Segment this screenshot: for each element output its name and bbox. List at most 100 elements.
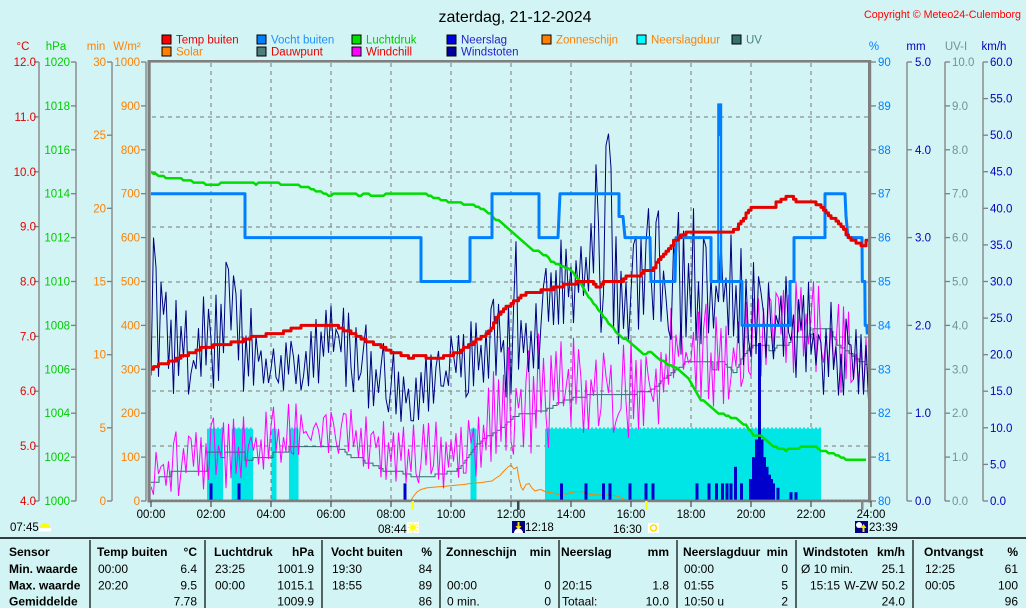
svg-text:1001.9: 1001.9 <box>277 562 314 576</box>
svg-text:86: 86 <box>878 233 891 245</box>
svg-text:W-ZW: W-ZW <box>844 579 878 593</box>
svg-text:89: 89 <box>419 579 433 593</box>
svg-text:84: 84 <box>419 562 433 576</box>
svg-text:15.0: 15.0 <box>990 386 1012 398</box>
svg-text:Gemiddelde: Gemiddelde <box>9 595 78 608</box>
svg-text:84: 84 <box>878 320 891 332</box>
svg-text:88: 88 <box>878 145 891 157</box>
svg-text:50.0: 50.0 <box>990 130 1012 142</box>
svg-text:10:00: 10:00 <box>437 509 466 521</box>
svg-text:10.0: 10.0 <box>14 167 36 179</box>
svg-text:1002: 1002 <box>44 452 70 464</box>
svg-text:12:25: 12:25 <box>925 562 955 576</box>
svg-text:9.0: 9.0 <box>952 101 968 113</box>
svg-text:35.0: 35.0 <box>990 240 1012 252</box>
svg-text:0: 0 <box>781 562 788 576</box>
svg-text:87: 87 <box>878 189 891 201</box>
svg-text:9.5: 9.5 <box>180 579 197 593</box>
svg-text:0: 0 <box>544 579 551 593</box>
svg-text:%: % <box>869 41 879 53</box>
svg-text:1015.1: 1015.1 <box>277 579 314 593</box>
svg-text:Neerslagduur: Neerslagduur <box>651 35 720 47</box>
svg-text:Windchill: Windchill <box>366 47 412 59</box>
svg-text:83: 83 <box>878 364 891 376</box>
svg-text:25.1: 25.1 <box>882 562 906 576</box>
svg-text:1010: 1010 <box>44 277 70 289</box>
svg-text:200: 200 <box>121 408 140 420</box>
svg-text:min: min <box>767 545 788 559</box>
svg-text:1009.9: 1009.9 <box>277 595 314 608</box>
svg-text:300: 300 <box>121 364 140 376</box>
svg-text:24:00: 24:00 <box>857 509 886 521</box>
svg-text:1.0: 1.0 <box>952 452 968 464</box>
svg-text:9.0: 9.0 <box>20 222 36 234</box>
svg-text:Windstoten: Windstoten <box>803 545 868 559</box>
svg-text:20:00: 20:00 <box>737 509 766 521</box>
svg-text:85: 85 <box>878 277 891 289</box>
svg-text:km/h: km/h <box>982 41 1007 53</box>
svg-text:1020: 1020 <box>44 57 70 69</box>
svg-text:Windstoten: Windstoten <box>461 47 519 59</box>
svg-text:20:15: 20:15 <box>562 579 592 593</box>
svg-text:20.0: 20.0 <box>990 350 1012 362</box>
svg-text:°C: °C <box>184 545 198 559</box>
svg-text:15: 15 <box>93 277 106 289</box>
svg-text:3.0: 3.0 <box>952 364 968 376</box>
svg-text:1018: 1018 <box>44 101 70 113</box>
svg-text:Ontvangst: Ontvangst <box>924 545 983 559</box>
svg-text:UV: UV <box>746 35 762 47</box>
svg-text:01:55: 01:55 <box>684 579 714 593</box>
svg-text:96: 96 <box>1005 595 1019 608</box>
svg-text:3.0: 3.0 <box>915 233 931 245</box>
svg-text:400: 400 <box>121 320 140 332</box>
svg-text:mm: mm <box>648 545 669 559</box>
svg-text:16:00: 16:00 <box>617 509 646 521</box>
svg-text:%: % <box>1007 545 1018 559</box>
svg-text:mm: mm <box>906 41 925 53</box>
svg-text:Neerslag: Neerslag <box>561 545 612 559</box>
svg-text:Temp buiten: Temp buiten <box>176 35 239 47</box>
svg-text:86: 86 <box>419 595 433 608</box>
svg-text:Max. waarde: Max. waarde <box>9 579 81 593</box>
svg-text:12.0: 12.0 <box>14 57 36 69</box>
svg-text:7.0: 7.0 <box>20 331 36 343</box>
svg-text:07:45: 07:45 <box>10 522 39 534</box>
svg-text:%: % <box>421 545 432 559</box>
svg-text:km/h: km/h <box>877 545 905 559</box>
svg-text:10: 10 <box>93 350 106 362</box>
svg-text:23:25: 23:25 <box>215 562 245 576</box>
svg-text:10.0: 10.0 <box>952 57 974 69</box>
svg-text:zaterdag, 21-12-2024: zaterdag, 21-12-2024 <box>439 9 592 26</box>
svg-text:6.4: 6.4 <box>180 562 197 576</box>
svg-text:00:05: 00:05 <box>925 579 955 593</box>
svg-text:Temp buiten: Temp buiten <box>97 545 167 559</box>
svg-text:0.0: 0.0 <box>952 496 968 508</box>
svg-text:7.0: 7.0 <box>952 189 968 201</box>
svg-text:00:00: 00:00 <box>137 509 166 521</box>
svg-text:00:00: 00:00 <box>447 579 477 593</box>
svg-text:6.0: 6.0 <box>952 233 968 245</box>
svg-text:0.0: 0.0 <box>915 496 931 508</box>
svg-text:25: 25 <box>93 130 106 142</box>
svg-text:1008: 1008 <box>44 320 70 332</box>
svg-text:24.0: 24.0 <box>882 595 906 608</box>
svg-text:12:18: 12:18 <box>525 522 554 534</box>
svg-text:Copyright © Meteo24-Culemborg: Copyright © Meteo24-Culemborg <box>864 9 1021 21</box>
svg-text:04:00: 04:00 <box>257 509 286 521</box>
svg-text:00:00: 00:00 <box>684 562 714 576</box>
svg-text:Sensor: Sensor <box>9 545 50 559</box>
svg-text:Vocht buiten: Vocht buiten <box>331 545 403 559</box>
svg-text:min: min <box>530 545 551 559</box>
svg-text:18:55: 18:55 <box>332 579 362 593</box>
svg-text:02:00: 02:00 <box>197 509 226 521</box>
svg-text:60.0: 60.0 <box>990 57 1012 69</box>
svg-text:1.0: 1.0 <box>915 408 931 420</box>
svg-text:Dauwpunt: Dauwpunt <box>271 47 324 59</box>
svg-text:20: 20 <box>93 203 106 215</box>
svg-text:1004: 1004 <box>44 408 70 420</box>
svg-text:hPa: hPa <box>46 41 67 53</box>
svg-text:100: 100 <box>998 579 1018 593</box>
svg-text:0: 0 <box>544 595 551 608</box>
svg-text:0: 0 <box>134 496 140 508</box>
svg-text:hPa: hPa <box>292 545 314 559</box>
